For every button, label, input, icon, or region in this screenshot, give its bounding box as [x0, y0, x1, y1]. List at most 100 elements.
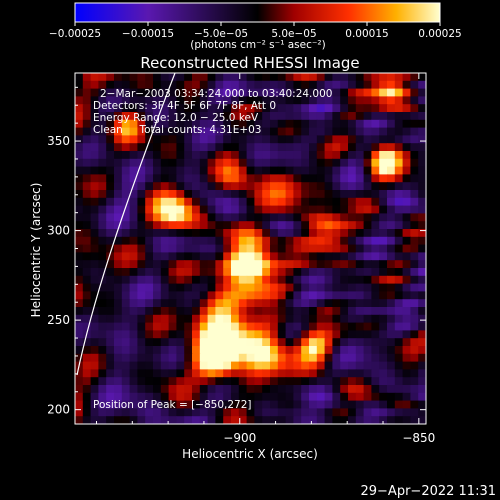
heatmap-cell — [238, 221, 248, 230]
heatmap-cell — [207, 338, 216, 347]
heatmap-cell — [355, 314, 365, 324]
heatmap-cell — [215, 119, 224, 129]
heatmap-cell — [199, 112, 209, 121]
heatmap-cell — [145, 221, 154, 230]
heatmap-cell — [215, 190, 224, 199]
heatmap-cell — [394, 80, 404, 90]
heatmap-cell — [129, 377, 138, 386]
heatmap-cell — [316, 127, 326, 136]
heatmap-cell — [355, 377, 365, 386]
heatmap-cell — [363, 408, 372, 417]
heatmap-cell — [153, 96, 162, 105]
heatmap-cell — [402, 190, 411, 199]
heatmap-cell — [340, 307, 349, 316]
heatmap-cell — [332, 112, 341, 121]
heatmap-cell — [355, 361, 365, 370]
heatmap-cell — [340, 291, 349, 300]
heatmap-cell — [90, 151, 99, 160]
heatmap-cell — [98, 96, 107, 105]
heatmap-cell — [121, 73, 131, 82]
heatmap-cell — [153, 291, 162, 300]
heatmap-cell — [277, 151, 287, 160]
heatmap-cell — [348, 119, 357, 129]
heatmap-cell — [168, 400, 177, 409]
heatmap-cell — [270, 182, 279, 191]
heatmap-cell — [176, 385, 185, 394]
heatmap-cell — [82, 268, 92, 277]
heatmap-cell — [192, 377, 201, 386]
heatmap-cell — [309, 244, 318, 253]
heatmap-cell — [90, 182, 99, 191]
heatmap-cell — [199, 275, 209, 285]
heatmap-cell — [106, 174, 115, 183]
heatmap-cell — [348, 408, 357, 417]
heatmap-cell — [153, 112, 162, 121]
heatmap-cell — [238, 353, 248, 363]
heatmap-cell — [192, 96, 201, 105]
heatmap-cell — [394, 416, 404, 424]
heatmap-cell — [379, 314, 388, 324]
heatmap-cell — [254, 299, 263, 308]
heatmap-cell — [199, 392, 209, 402]
heatmap-cell — [75, 260, 84, 269]
heatmap-cell — [106, 299, 115, 308]
heatmap-cell — [114, 268, 123, 277]
heatmap-cell — [270, 330, 279, 339]
heatmap-cell — [168, 361, 177, 370]
heatmap-cell — [379, 307, 388, 316]
heatmap-cell — [246, 385, 255, 394]
heatmap-cell — [137, 353, 146, 363]
heatmap-cell — [410, 400, 419, 409]
heatmap-cell — [231, 260, 240, 269]
heatmap-cell — [348, 268, 357, 277]
heatmap-cell — [270, 80, 279, 90]
heatmap-cell — [285, 322, 294, 331]
heatmap-cell — [145, 392, 154, 402]
heatmap-cell — [246, 361, 255, 370]
heatmap-cell — [199, 213, 209, 222]
heatmap-cell — [371, 158, 380, 168]
heatmap-cell — [184, 221, 193, 230]
heatmap-cell — [270, 151, 279, 160]
heatmap-cell — [246, 408, 255, 417]
heatmap-cell — [137, 322, 146, 331]
heatmap-cell — [402, 213, 411, 222]
heatmap-cell — [270, 135, 279, 144]
heatmap-cell — [75, 392, 84, 402]
heatmap-cell — [285, 377, 294, 386]
heatmap-cell — [98, 151, 107, 160]
heatmap-cell — [371, 416, 380, 424]
heatmap-cell — [207, 229, 216, 238]
heatmap-cell — [270, 213, 279, 222]
heatmap-cell — [316, 119, 326, 129]
heatmap-cell — [316, 135, 326, 144]
heatmap-cell — [402, 314, 411, 324]
heatmap-cell — [207, 392, 216, 402]
heatmap-cell — [246, 346, 255, 355]
heatmap-cell — [145, 299, 154, 308]
heatmap-cell — [121, 291, 131, 300]
heatmap-cell — [160, 197, 170, 207]
heatmap-image — [75, 73, 426, 424]
heatmap-cell — [184, 158, 193, 168]
heatmap-cell — [285, 361, 294, 370]
heatmap-cell — [137, 174, 146, 183]
heatmap-cell — [371, 166, 380, 175]
heatmap-cell — [301, 151, 310, 160]
heatmap-cell — [371, 213, 380, 222]
heatmap-cell — [355, 260, 365, 269]
heatmap-cell — [363, 190, 372, 199]
heatmap-cell — [168, 377, 177, 386]
heatmap-cell — [301, 322, 310, 331]
heatmap-cell — [371, 392, 380, 402]
heatmap-cell — [215, 88, 224, 97]
heatmap-cell — [277, 221, 287, 230]
heatmap-cell — [129, 96, 138, 105]
heatmap-cell — [316, 143, 326, 152]
heatmap-cell — [176, 88, 185, 97]
heatmap-cell — [137, 260, 146, 269]
heatmap-cell — [192, 260, 201, 269]
heatmap-cell — [246, 377, 255, 386]
heatmap-cell — [114, 197, 123, 207]
heatmap-cell — [301, 268, 310, 277]
